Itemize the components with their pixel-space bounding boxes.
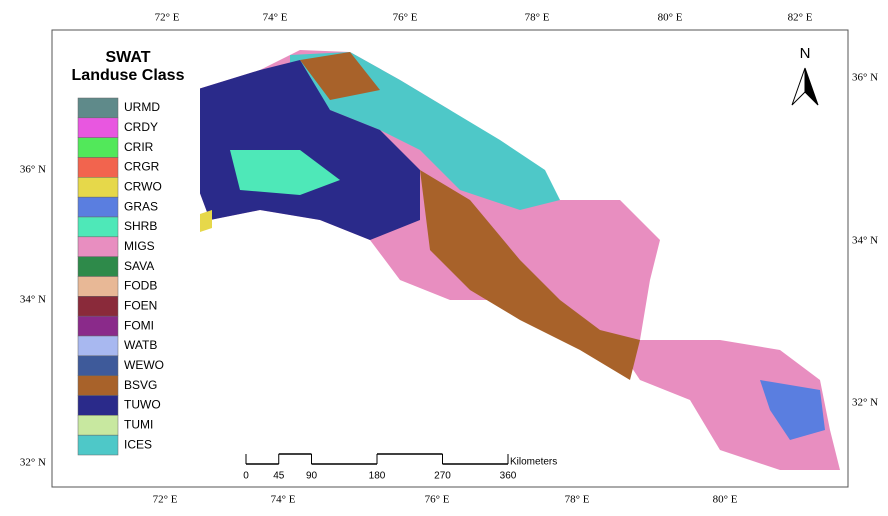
scale-label: 0 bbox=[243, 471, 249, 482]
latitude-label: 34° N bbox=[852, 235, 878, 247]
latitude-label: 32° N bbox=[20, 457, 46, 469]
scale-label: 45 bbox=[273, 471, 285, 482]
longitude-label: 78° E bbox=[565, 494, 590, 506]
legend-swatch bbox=[78, 415, 118, 435]
north-label: N bbox=[800, 45, 811, 62]
page: SWAT Landuse Class N URMD CRDY CRIR CRGR CRW… bbox=[0, 0, 888, 516]
map-regions bbox=[195, 50, 840, 470]
legend-swatch bbox=[78, 158, 118, 178]
legend-label: TUMI bbox=[124, 417, 153, 431]
legend-label: GRAS bbox=[124, 199, 158, 213]
legend-swatch bbox=[78, 138, 118, 158]
legend-label: FOEN bbox=[124, 298, 157, 312]
longitude-label: 80° E bbox=[658, 12, 683, 24]
legend-label: TUWO bbox=[124, 398, 161, 412]
legend-swatch bbox=[78, 396, 118, 416]
longitude-label: 72° E bbox=[153, 494, 178, 506]
latitude-label: 34° N bbox=[20, 294, 46, 306]
latitude-label: 36° N bbox=[852, 72, 878, 84]
scale-label: 90 bbox=[306, 471, 318, 482]
longitude-label: 76° E bbox=[393, 12, 418, 24]
legend-label: URMD bbox=[124, 100, 160, 114]
north-arrow: N bbox=[792, 45, 818, 105]
legend-label: WEWO bbox=[124, 358, 164, 372]
legend-label: CRGR bbox=[124, 160, 160, 174]
legend-swatch bbox=[78, 197, 118, 217]
legend-label: WATB bbox=[124, 338, 157, 352]
longitude-label: 74° E bbox=[271, 494, 296, 506]
legend-swatch bbox=[78, 118, 118, 138]
legend-swatch bbox=[78, 217, 118, 237]
legend-swatch bbox=[78, 376, 118, 396]
legend-label: CRDY bbox=[124, 120, 158, 134]
longitude-label: 72° E bbox=[155, 12, 180, 24]
legend-label: ICES bbox=[124, 437, 152, 451]
legend-swatch bbox=[78, 98, 118, 118]
scale-label: 360 bbox=[500, 471, 517, 482]
longitude-label: 76° E bbox=[425, 494, 450, 506]
scale-unit: Kilometers bbox=[510, 457, 557, 468]
legend-label: CRIR bbox=[124, 140, 154, 154]
longitude-label: 82° E bbox=[788, 12, 813, 24]
latitude-label: 36° N bbox=[20, 164, 46, 176]
longitude-label: 80° E bbox=[713, 494, 738, 506]
longitude-label: 74° E bbox=[263, 12, 288, 24]
legend-swatch bbox=[78, 257, 118, 277]
legend-swatch bbox=[78, 277, 118, 297]
legend-swatch bbox=[78, 177, 118, 197]
legend-swatch bbox=[78, 316, 118, 336]
legend-swatch bbox=[78, 336, 118, 356]
map-figure: SWAT Landuse Class N URMD CRDY CRIR CRGR CRW… bbox=[0, 0, 888, 511]
scale-label: 180 bbox=[369, 471, 386, 482]
legend-label: FODB bbox=[124, 279, 157, 293]
legend-label: MIGS bbox=[124, 239, 155, 253]
legend-label: SHRB bbox=[124, 219, 157, 233]
legend-title: SWAT bbox=[105, 49, 150, 66]
legend-label: CRWO bbox=[124, 179, 162, 193]
legend-title: Landuse Class bbox=[72, 67, 185, 84]
legend-swatch bbox=[78, 296, 118, 316]
legend-swatch bbox=[78, 356, 118, 376]
longitude-label: 78° E bbox=[525, 12, 550, 24]
legend-label: SAVA bbox=[124, 259, 154, 273]
scale-label: 270 bbox=[434, 471, 451, 482]
legend-swatch bbox=[78, 435, 118, 455]
legend-swatch bbox=[78, 237, 118, 257]
latitude-label: 32° N bbox=[852, 397, 878, 409]
legend-label: FOMI bbox=[124, 318, 154, 332]
legend-label: BSVG bbox=[124, 378, 157, 392]
